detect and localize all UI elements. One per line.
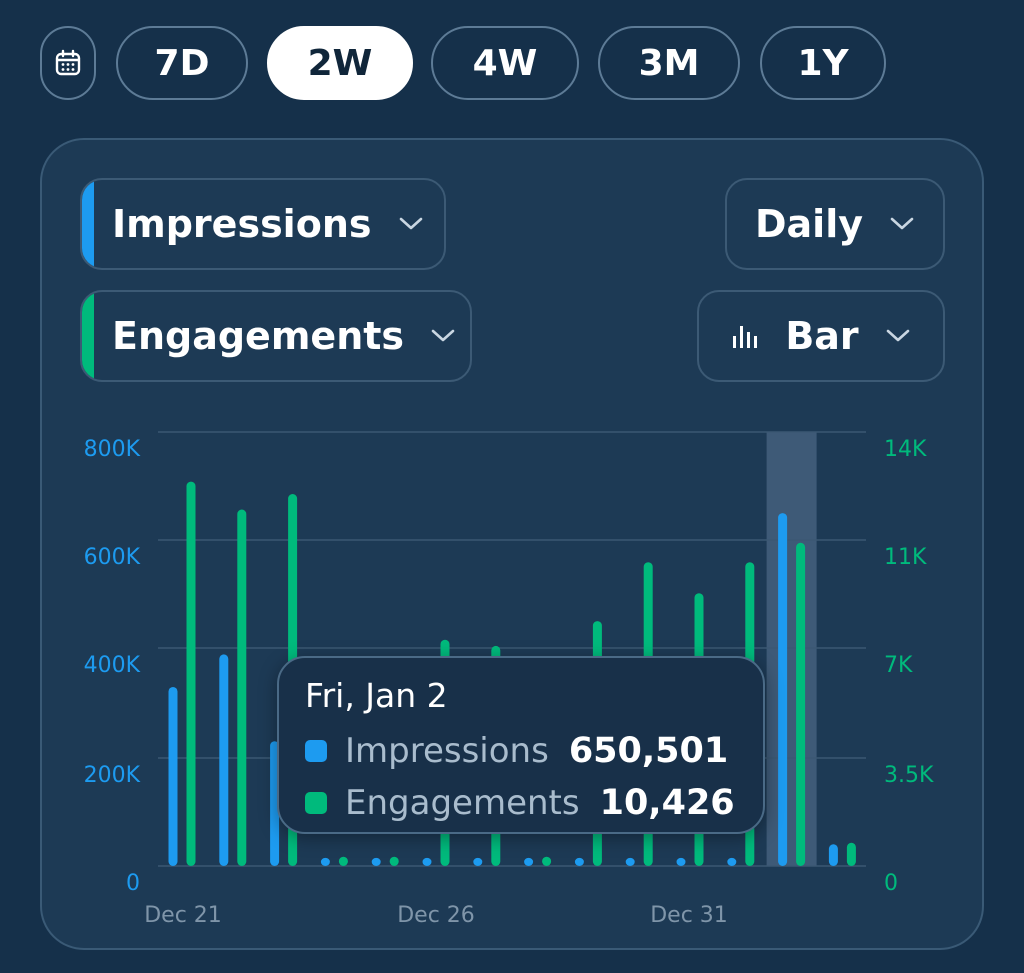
y-right-tick-label: 14K — [884, 437, 927, 462]
tooltip-impressions-value: 650,501 — [568, 731, 729, 771]
tooltip-date: Fri, Jan 2 — [305, 676, 448, 715]
y-left-tick-label: 600K — [84, 545, 141, 570]
chart-type-label: Bar — [785, 314, 859, 358]
tooltip-impressions-label: Impressions — [345, 731, 549, 771]
interval-dropdown[interactable]: Daily — [725, 178, 945, 270]
chevron-down-icon — [889, 216, 915, 232]
engagements-bar — [846, 842, 856, 866]
hover-highlight-column — [766, 432, 817, 866]
y-right-tick-label: 11K — [884, 545, 927, 570]
impressions-bar — [320, 857, 330, 866]
range-1y-button[interactable]: 1Y — [760, 26, 886, 100]
impressions-bar — [727, 857, 737, 866]
impressions-bar — [168, 686, 178, 866]
metric1-color-accent — [82, 180, 94, 268]
tooltip-row-engagements: Engagements 10,426 — [305, 777, 737, 829]
impressions-bar — [524, 857, 534, 866]
metric2-color-accent — [82, 292, 94, 380]
y-right-tick-label: 0 — [884, 871, 898, 896]
impressions-bar — [473, 857, 483, 866]
metric1-dropdown[interactable]: Impressions — [80, 178, 446, 270]
impressions-bar — [625, 857, 635, 866]
metric1-label: Impressions — [112, 202, 372, 246]
impressions-bar — [371, 857, 381, 866]
engagements-bar — [186, 481, 196, 866]
calendar-button[interactable] — [40, 26, 96, 100]
engagements-legend-dot — [305, 792, 327, 814]
engagements-bar — [389, 856, 399, 866]
chevron-down-icon — [885, 328, 911, 344]
engagements-bar — [338, 856, 348, 866]
y-right-tick-label: 3.5K — [884, 763, 934, 788]
tooltip-row-impressions: Impressions 650,501 — [305, 725, 737, 777]
tooltip-engagements-value: 10,426 — [599, 783, 735, 823]
y-left-tick-label: 800K — [84, 437, 141, 462]
x-axis-tick-label: Dec 26 — [397, 903, 475, 928]
calendar-icon — [55, 49, 81, 76]
impressions-legend-dot — [305, 740, 327, 762]
impressions-bar — [574, 857, 584, 866]
impressions-bar — [828, 844, 838, 866]
metric2-label: Engagements — [112, 314, 405, 358]
engagements-bar — [796, 542, 806, 866]
y-right-tick-label: 7K — [884, 653, 913, 678]
y-left-tick-label: 0 — [126, 871, 140, 896]
x-axis-tick-label: Dec 21 — [144, 903, 222, 928]
engagements-bar — [237, 509, 247, 866]
range-2w-button[interactable]: 2W — [267, 26, 413, 100]
impressions-bar — [778, 513, 788, 866]
range-3m-button[interactable]: 3M — [598, 26, 740, 100]
chevron-down-icon — [398, 216, 424, 232]
range-4w-button[interactable]: 4W — [431, 26, 579, 100]
range-7d-button[interactable]: 7D — [116, 26, 248, 100]
chart-type-dropdown[interactable]: Bar — [697, 290, 945, 382]
impressions-bar — [422, 857, 432, 866]
interval-label: Daily — [754, 202, 863, 246]
impressions-bar — [676, 857, 686, 866]
x-axis-tick-label: Dec 31 — [650, 903, 728, 928]
chevron-down-icon — [430, 328, 456, 344]
engagements-bar — [542, 856, 552, 866]
impressions-bar — [270, 741, 280, 866]
y-left-tick-label: 200K — [84, 763, 141, 788]
bar-chart-icon — [731, 322, 763, 350]
metric2-dropdown[interactable]: Engagements — [80, 290, 472, 382]
tooltip-engagements-label: Engagements — [345, 783, 580, 823]
y-left-tick-label: 400K — [84, 653, 141, 678]
impressions-bar — [219, 654, 229, 866]
chart-tooltip: Fri, Jan 2 Impressions 650,501 Engagemen… — [277, 656, 765, 834]
